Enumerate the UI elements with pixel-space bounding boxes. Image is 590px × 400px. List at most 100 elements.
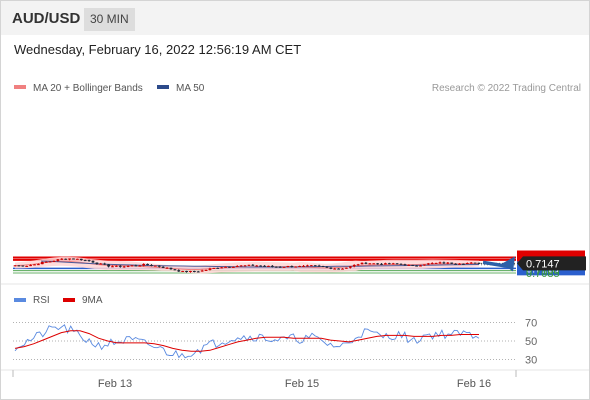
candle bbox=[387, 262, 391, 265]
candle-body bbox=[138, 265, 142, 267]
candle-body bbox=[345, 267, 348, 269]
candle-body bbox=[72, 258, 75, 260]
candle bbox=[204, 269, 208, 271]
last-price-label-box bbox=[517, 256, 586, 271]
candle bbox=[200, 269, 204, 272]
candle bbox=[247, 264, 251, 267]
candle-body bbox=[450, 262, 454, 264]
candle bbox=[454, 263, 458, 265]
candle bbox=[72, 258, 75, 260]
candle-body bbox=[247, 264, 251, 266]
candle bbox=[173, 268, 177, 271]
candle bbox=[458, 263, 461, 265]
candle bbox=[29, 264, 32, 267]
candle-body bbox=[126, 265, 130, 267]
candle bbox=[465, 262, 469, 265]
candle-body bbox=[391, 263, 395, 265]
candle-body bbox=[111, 266, 114, 268]
candle-body bbox=[458, 263, 461, 265]
candle-body bbox=[52, 260, 56, 262]
candle-body bbox=[114, 265, 118, 267]
candle bbox=[235, 265, 239, 268]
candle-body bbox=[150, 264, 153, 266]
candle-body bbox=[165, 267, 169, 269]
candle-body bbox=[216, 267, 220, 269]
candle bbox=[161, 266, 165, 269]
candle-body bbox=[313, 265, 317, 267]
candle bbox=[333, 267, 337, 270]
candle bbox=[177, 269, 181, 272]
candle bbox=[87, 259, 91, 262]
candle-body bbox=[103, 263, 107, 265]
candle bbox=[52, 260, 56, 263]
x-tick-label: Feb 15 bbox=[285, 378, 319, 390]
panel-separators bbox=[1, 283, 589, 371]
candle bbox=[243, 265, 247, 267]
candle bbox=[192, 270, 196, 273]
candle bbox=[189, 270, 192, 273]
candle-body bbox=[189, 271, 192, 273]
candle bbox=[44, 261, 48, 263]
rsi-ma-line bbox=[14, 330, 479, 352]
candle bbox=[33, 264, 36, 266]
candle-body bbox=[169, 267, 173, 270]
candle-body bbox=[372, 263, 376, 265]
candle-body bbox=[177, 270, 181, 272]
candle bbox=[255, 265, 259, 267]
candle bbox=[216, 267, 220, 269]
datetime-label: Wednesday, February 16, 2022 12:56:19 AM… bbox=[14, 42, 302, 57]
candle-body bbox=[153, 265, 157, 267]
candle-body bbox=[465, 263, 469, 265]
candle-body bbox=[200, 270, 204, 272]
candle-body bbox=[204, 269, 208, 271]
candle-body bbox=[477, 262, 481, 264]
candle-body bbox=[364, 262, 368, 264]
candle bbox=[231, 266, 235, 268]
candle-body bbox=[48, 261, 52, 263]
legend-swatch-rsi bbox=[14, 298, 26, 302]
candle bbox=[36, 263, 40, 266]
candle-body bbox=[56, 259, 60, 261]
candle-body bbox=[118, 265, 122, 267]
candle-body bbox=[270, 265, 274, 267]
candle bbox=[79, 258, 83, 261]
x-tick-label: Feb 13 bbox=[98, 378, 132, 390]
candle bbox=[399, 263, 403, 265]
candle bbox=[56, 259, 60, 262]
candle bbox=[181, 270, 185, 272]
candle bbox=[294, 266, 298, 268]
candle bbox=[17, 265, 21, 267]
candle-body bbox=[387, 263, 391, 265]
candle bbox=[298, 265, 302, 267]
candle bbox=[391, 262, 395, 265]
timeframe-badge[interactable]: 30 MIN bbox=[84, 8, 135, 31]
candle bbox=[423, 264, 426, 266]
candle-body bbox=[368, 263, 372, 265]
candle bbox=[321, 265, 325, 268]
candle-body bbox=[228, 266, 231, 268]
candle-body bbox=[259, 265, 263, 267]
candle-body bbox=[469, 262, 473, 264]
candle-body bbox=[142, 263, 146, 266]
legend-label-ma50: MA 50 bbox=[176, 83, 205, 94]
candle-body bbox=[317, 265, 321, 267]
candle-body bbox=[192, 271, 196, 273]
candle bbox=[196, 270, 200, 273]
candle bbox=[239, 265, 243, 267]
candle bbox=[64, 258, 68, 260]
candle bbox=[68, 258, 71, 261]
candle bbox=[142, 263, 146, 267]
candle-body bbox=[87, 260, 91, 262]
bollinger-band bbox=[15, 256, 479, 274]
x-tick-label: Feb 16 bbox=[457, 378, 491, 390]
candle-body bbox=[325, 266, 329, 268]
candle-body bbox=[13, 265, 17, 267]
candle-body bbox=[423, 264, 426, 266]
candle bbox=[153, 265, 157, 267]
candle bbox=[270, 265, 274, 268]
candle bbox=[21, 265, 25, 267]
candle bbox=[228, 266, 231, 268]
candle-body bbox=[380, 263, 383, 265]
